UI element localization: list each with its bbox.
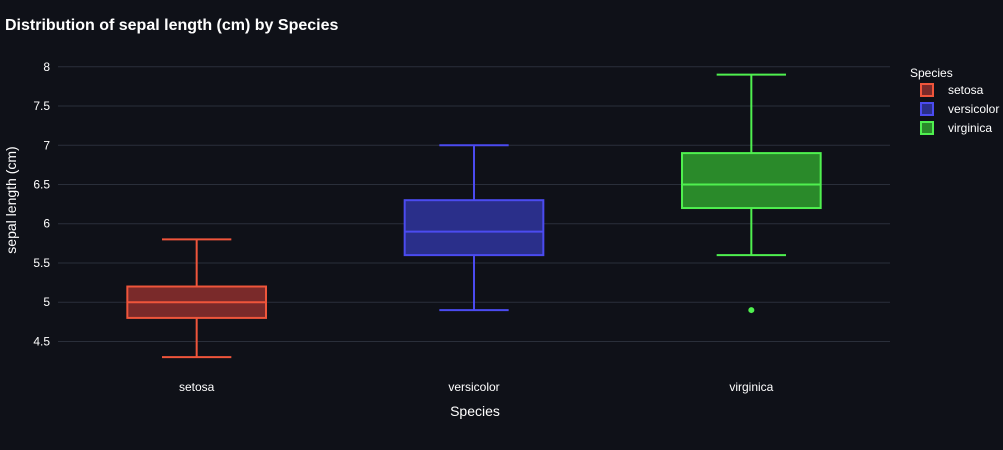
x-tick-label: virginica bbox=[729, 380, 773, 394]
legend-items: setosa versicolor virginica bbox=[920, 83, 999, 135]
chart-title: Distribution of sepal length (cm) by Spe… bbox=[5, 17, 338, 34]
box-setosa bbox=[126, 238, 268, 359]
legend-item-versicolor[interactable]: versicolor bbox=[920, 102, 999, 116]
box-series bbox=[126, 73, 822, 359]
x-tick-labels: setosa versicolor virginica bbox=[179, 380, 774, 394]
legend-item-virginica[interactable]: virginica bbox=[920, 121, 992, 135]
box-virginica bbox=[681, 73, 822, 314]
legend-item-setosa[interactable]: setosa bbox=[920, 83, 984, 97]
y-tick-label: 7 bbox=[43, 138, 50, 152]
y-tick-label: 8 bbox=[43, 60, 50, 74]
legend-label: versicolor bbox=[948, 102, 999, 116]
legend-swatch bbox=[920, 121, 934, 135]
legend-label: virginica bbox=[948, 121, 992, 135]
y-axis-label: sepal length (cm) bbox=[3, 146, 19, 253]
y-tick-label: 7.5 bbox=[33, 99, 50, 113]
legend-swatch bbox=[920, 83, 934, 97]
x-tick-label: setosa bbox=[179, 380, 215, 394]
y-tick-label: 6 bbox=[43, 217, 50, 231]
y-tick-label: 6.5 bbox=[33, 177, 50, 191]
box-versicolor bbox=[403, 144, 545, 312]
outlier-point bbox=[748, 307, 755, 314]
y-tick-label: 5.5 bbox=[33, 256, 50, 270]
x-axis-label: Species bbox=[450, 403, 500, 419]
y-tick-label: 4.5 bbox=[33, 334, 50, 348]
y-tick-labels: 4.5 5 5.5 6 6.5 7 7.5 8 bbox=[33, 60, 50, 349]
x-tick-label: versicolor bbox=[448, 380, 499, 394]
iqr-box bbox=[403, 199, 545, 257]
legend-label: setosa bbox=[948, 83, 984, 97]
legend: Species setosa versicolor virginica bbox=[910, 66, 999, 135]
y-tick-label: 5 bbox=[43, 295, 50, 309]
legend-title: Species bbox=[910, 66, 953, 80]
iqr-box bbox=[681, 152, 822, 210]
legend-swatch bbox=[920, 102, 934, 116]
